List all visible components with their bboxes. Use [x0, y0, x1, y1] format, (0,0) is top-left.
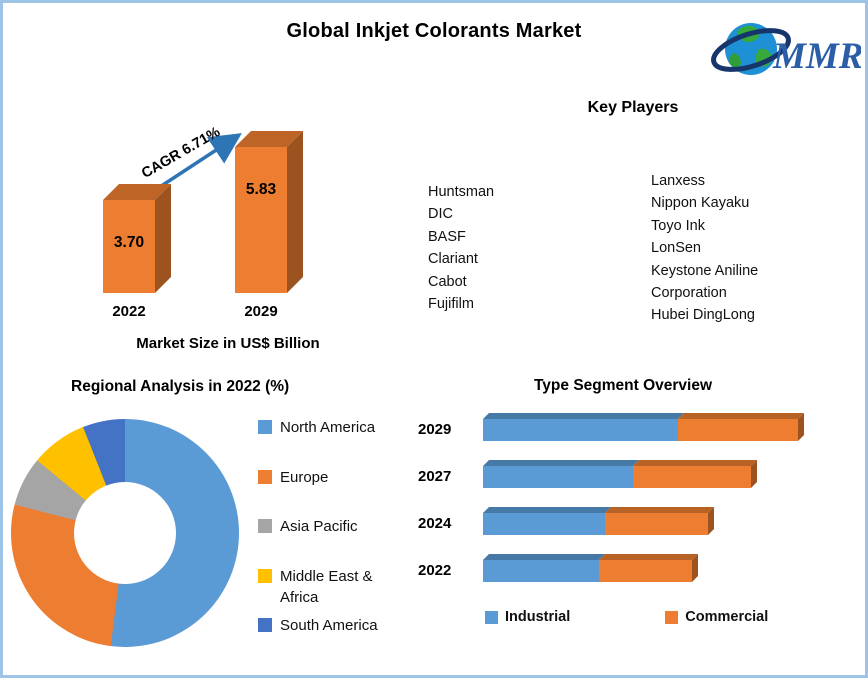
legend-label: Asia Pacific: [280, 518, 358, 535]
segment-bar-side-face: [692, 553, 698, 582]
legend-swatch: [258, 519, 272, 533]
segment-commercial-2027: [633, 465, 751, 488]
segment-commercial-2029: [678, 418, 798, 441]
segment-bar-top-face: [483, 553, 698, 560]
regional-analysis-title: Regional Analysis in 2022 (%): [71, 378, 290, 395]
market-size-chart: CAGR 6.71% 3.70 5.83 Market Size in US$ B…: [78, 121, 388, 361]
legend-item-europe: Europe: [258, 467, 400, 517]
legend-label: South America: [280, 617, 378, 634]
segment-top-industrial: [483, 506, 611, 513]
key-player-nippon-kayaku: Nippon Kayaku: [651, 195, 750, 212]
segment-top-industrial: [483, 459, 639, 466]
market-bars: 3.70 5.83: [78, 121, 388, 293]
key-player-keystone-aniline-corporation: Keystone Aniline Corporation: [651, 262, 759, 302]
legend-swatch: [258, 568, 272, 583]
market-bar-2022: 3.70: [103, 184, 171, 293]
legend-swatch: [485, 610, 498, 624]
segment-top-industrial: [483, 412, 684, 419]
key-player-hubei-dinglong: Hubei DingLong: [651, 307, 755, 324]
segment-bar-side-face: [798, 412, 804, 441]
bar-category-label: 2022: [112, 303, 146, 320]
segment-bar-side-face: [751, 459, 757, 488]
type-segment-chart: 2029 2027 2024 2022: [418, 406, 863, 594]
segment-year-label: 2022: [418, 562, 452, 579]
key-player-huntsman: Huntsman: [428, 184, 495, 200]
segment-bar-2022: [483, 553, 698, 582]
segment-bar-top-face: [483, 412, 804, 419]
segment-bar-top-face: [483, 506, 714, 513]
bar-side-face: [155, 184, 171, 293]
legend-item-south-america: South America: [258, 615, 400, 665]
key-player-basf: BASF: [428, 228, 466, 245]
legend-label: Middle East & Africa: [280, 567, 373, 606]
legend-item-commercial: Commercial: [665, 609, 768, 625]
legend-swatch: [665, 610, 679, 624]
segment-row-2029: 2029: [418, 406, 863, 453]
key-player-lanxess: Lanxess: [651, 173, 706, 189]
segment-year-label: 2027: [418, 468, 452, 485]
legend-item-industrial: Industrial: [485, 609, 570, 625]
key-player-clariant: Clariant: [428, 251, 478, 268]
type-segment-legend: Industrial Commercial: [485, 609, 768, 625]
bar-value-label: 5.83: [245, 181, 277, 198]
bar-front-face: [235, 147, 287, 293]
segment-commercial-2022: [599, 559, 692, 582]
regional-donut-chart: [11, 419, 239, 647]
segment-year-label: 2024: [418, 515, 452, 532]
key-players-column-1: Huntsman DIC BASF Clariant Cabot Fujifilm: [428, 181, 608, 315]
segment-bar-top-face: [483, 459, 757, 466]
legend-swatch: [258, 469, 272, 484]
segment-bar-2029: [483, 412, 804, 441]
segment-bar-side-face: [708, 506, 714, 535]
segment-top-commercial: [678, 412, 804, 419]
segment-row-2024: 2024: [418, 500, 863, 547]
market-bar-2029: 5.83: [235, 131, 303, 293]
segment-industrial-2024: [483, 512, 605, 535]
key-player-cabot: Cabot: [428, 273, 467, 290]
key-player-lonsen: LonSen: [651, 240, 701, 257]
bar-front-face: [103, 200, 155, 293]
segment-top-commercial: [599, 553, 698, 560]
legend-swatch: [258, 420, 272, 434]
segment-top-commercial: [605, 506, 714, 513]
key-player-fujifilm: Fujifilm: [428, 296, 474, 313]
globe-icon: MMR: [711, 23, 863, 77]
segment-top-industrial: [483, 553, 605, 560]
key-players-column-2: Lanxess Nippon Kayaku Toyo Ink LonSen Keysto…: [651, 170, 819, 327]
segment-row-2022: 2022: [418, 547, 863, 594]
segment-commercial-2024: [605, 512, 708, 535]
legend-label: Europe: [280, 468, 329, 486]
segment-year-label: 2029: [418, 421, 452, 438]
bar-value-label: 3.70: [113, 234, 145, 251]
legend-label: Industrial: [505, 609, 571, 625]
bar-category-label: 2029: [244, 303, 278, 320]
legend-item-north-america: North America: [258, 417, 400, 467]
segment-bar-2024: [483, 506, 714, 535]
regional-legend: North America Europe Asia Pacific Middle Ea…: [258, 417, 400, 665]
donut-hole: [74, 482, 176, 584]
type-segment-title: Type Segment Overview: [533, 377, 713, 394]
legend-item-middle-east-africa: Middle East & Africa: [258, 566, 400, 616]
segment-industrial-2029: [483, 418, 678, 441]
legend-item-asia-pacific: Asia Pacific: [258, 516, 400, 566]
legend-swatch: [258, 618, 272, 632]
page-title: Global Inkjet Colorants Market: [286, 20, 582, 42]
key-player-toyo-ink: Toyo Ink: [651, 217, 705, 234]
legend-label: North America: [280, 419, 376, 436]
bar-side-face: [287, 131, 303, 293]
legend-label: Commercial: [685, 609, 769, 625]
segment-row-2027: 2027: [418, 453, 863, 500]
logo-text: MMR: [772, 36, 861, 77]
segment-industrial-2027: [483, 465, 633, 488]
segment-industrial-2022: [483, 559, 599, 582]
market-axis-label: Market Size in US$ Billion: [136, 335, 320, 352]
key-players-title: Key Players: [587, 99, 679, 116]
segment-top-commercial: [633, 459, 757, 466]
segment-bar-2027: [483, 459, 757, 488]
key-player-dic: DIC: [428, 206, 453, 223]
mmr-logo: MMR: [709, 11, 863, 91]
